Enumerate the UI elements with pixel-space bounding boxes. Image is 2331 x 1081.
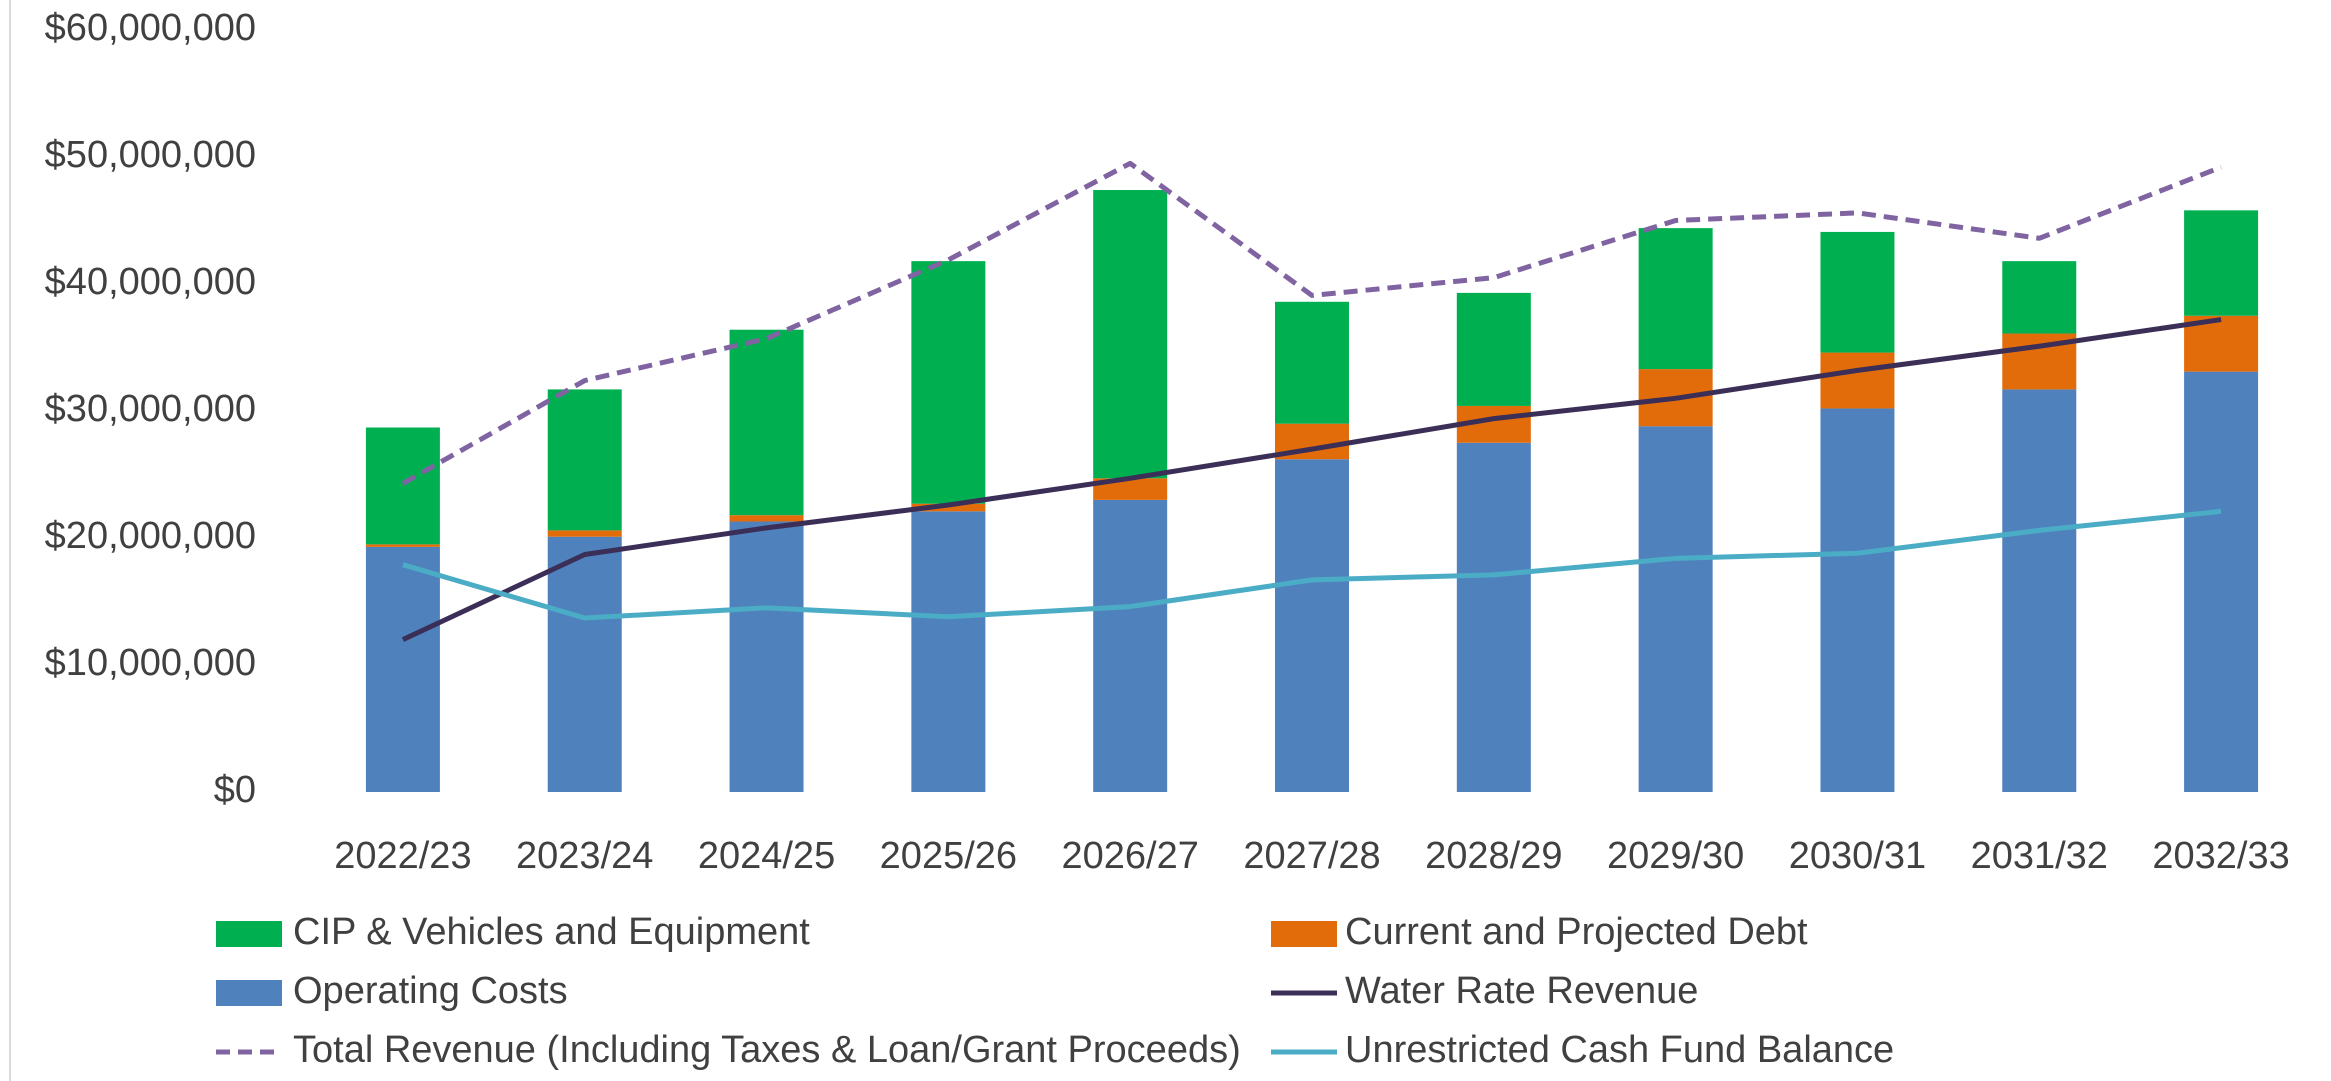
y-tick-label: $30,000,000 [45, 388, 256, 430]
x-tick-label: 2025/26 [880, 835, 1017, 877]
bar-segment [1275, 301, 1349, 424]
x-tick-label: 2028/29 [1425, 835, 1562, 877]
y-tick-label: $50,000,000 [45, 134, 256, 176]
legend-label: Operating Costs [293, 970, 568, 1012]
legend-label: Total Revenue (Including Taxes & Loan/Gr… [293, 1029, 1241, 1071]
bar-segment [547, 389, 622, 531]
bar-segment [547, 530, 622, 537]
bar-segment [1820, 408, 1895, 792]
bar-segment [911, 511, 986, 792]
bar-segment [729, 329, 804, 516]
x-tick-label: 2026/27 [1061, 835, 1198, 877]
bar-segment [1093, 190, 1168, 479]
bar-segment [1093, 478, 1168, 500]
legend-label: Water Rate Revenue [1345, 970, 1698, 1012]
bar-segment [1093, 499, 1168, 792]
x-tick-label: 2027/28 [1243, 835, 1380, 877]
x-tick-label: 2023/24 [516, 835, 653, 877]
x-tick-label: 2022/23 [334, 835, 471, 877]
line-series [401, 160, 2223, 486]
x-tick-label: 2024/25 [698, 835, 835, 877]
bar-segment [547, 536, 622, 792]
bar-segment [365, 544, 440, 547]
bar-segment [1638, 426, 1713, 792]
legend-swatch [1271, 921, 1337, 947]
y-tick-label: $60,000,000 [45, 7, 256, 49]
x-tick-label: 2031/32 [1971, 835, 2108, 877]
y-tick-label: $40,000,000 [45, 261, 256, 303]
bar-segment [2002, 389, 2077, 792]
y-tick-label: $10,000,000 [45, 642, 256, 684]
y-tick-label: $20,000,000 [45, 515, 256, 557]
x-tick-label: 2029/30 [1607, 835, 1744, 877]
bar-segment [365, 427, 440, 545]
legend-swatch [216, 980, 282, 1006]
bar-segment [729, 515, 804, 522]
bar-segment [2184, 371, 2259, 792]
legend-label: CIP & Vehicles and Equipment [293, 911, 810, 953]
bar-segment [1820, 352, 1895, 409]
bar-segment [729, 521, 804, 792]
bar-segment [1275, 459, 1349, 792]
bar-segment [1456, 442, 1531, 792]
bar-segment [2184, 210, 2259, 316]
legend-label: Unrestricted Cash Fund Balance [1345, 1029, 1894, 1071]
bar-segment [2002, 261, 2077, 334]
bar-segment [1456, 292, 1531, 406]
bar-segment [1638, 228, 1713, 370]
x-tick-label: 2030/31 [1789, 835, 1926, 877]
bar-segment [911, 503, 986, 512]
line-series [401, 317, 2222, 642]
legend-swatch [216, 921, 282, 947]
bar-segment [365, 546, 440, 792]
x-tick-label: 2032/33 [2152, 835, 2289, 877]
y-tick-label: $0 [214, 769, 256, 811]
legend-label: Current and Projected Debt [1345, 911, 1808, 953]
line-series [402, 508, 2222, 621]
bar-segment [911, 261, 986, 504]
bar-segment [1820, 231, 1895, 353]
